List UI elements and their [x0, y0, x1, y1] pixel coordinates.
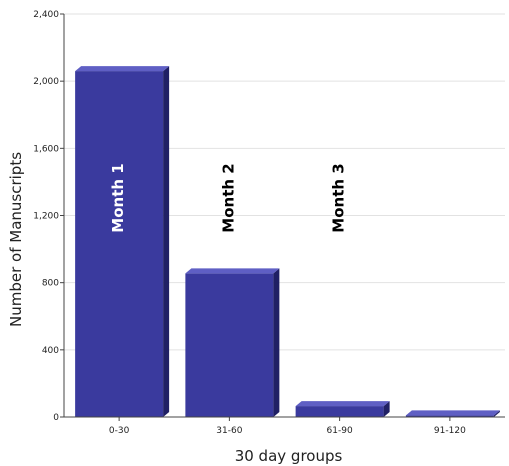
y-tick-label: 400: [42, 346, 59, 356]
bar-side: [163, 66, 170, 417]
bar-top: [185, 268, 280, 274]
bar-side: [383, 401, 390, 417]
bar-front: [295, 406, 384, 417]
bar-side: [493, 410, 500, 417]
bar-top: [295, 401, 390, 407]
x-tick-label: 31-60: [216, 426, 242, 436]
y-tick-label: 0: [53, 413, 59, 423]
y-tick-label: 1,200: [33, 212, 59, 222]
bar-top: [75, 66, 170, 72]
month-annotation: Month 1: [109, 163, 127, 232]
y-tick-label: 2,000: [33, 77, 59, 87]
bar-front: [185, 273, 274, 417]
x-tick-label: 91-120: [434, 426, 466, 436]
bar-front: [405, 415, 494, 417]
bar-side: [273, 268, 280, 417]
bars: [75, 66, 500, 417]
x-axis-ticks: 0-30 31-60 61-90 91-120: [109, 417, 466, 436]
month-annotation: Month 3: [330, 163, 348, 232]
bar: [185, 268, 280, 417]
bar: [75, 66, 170, 417]
x-tick-label: 61-90: [327, 426, 353, 436]
y-tick-label: 2,400: [33, 10, 59, 20]
month-annotation: Month 2: [219, 163, 237, 232]
bar: [405, 410, 500, 417]
y-axis-ticks: 0 400 800 1,200 1,600 2,000 2,400: [33, 10, 64, 423]
bar-front: [75, 71, 164, 417]
y-tick-label: 800: [42, 279, 59, 289]
annotations: Month 1 Month 2 Month 3: [109, 163, 348, 232]
y-axis-title: Number of Manuscripts: [7, 152, 25, 327]
bar-top: [405, 410, 500, 416]
y-tick-label: 1,600: [33, 144, 59, 154]
bar: [295, 401, 390, 417]
x-tick-label: 0-30: [109, 426, 130, 436]
x-axis-title: 30 day groups: [235, 447, 343, 465]
